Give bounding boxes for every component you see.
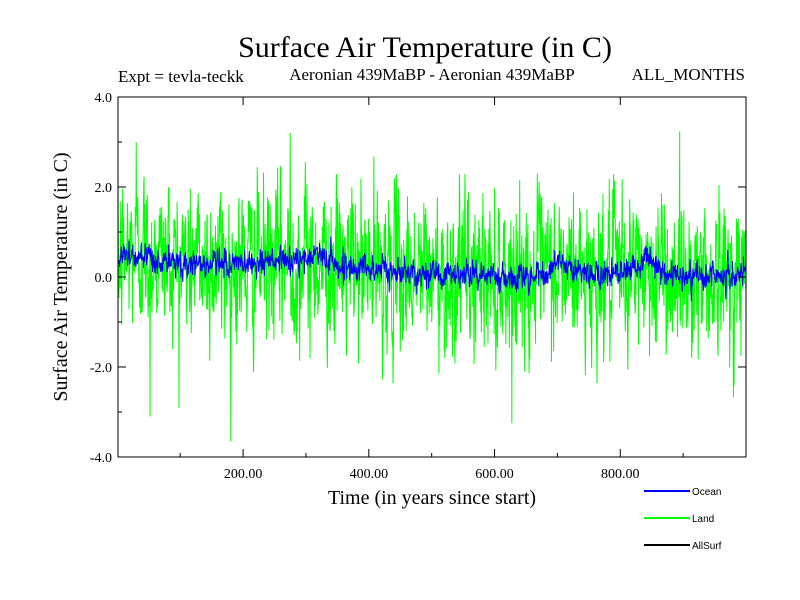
legend-label-allsurf: AllSurf — [692, 541, 722, 552]
x-tick-label: 200.00 — [224, 467, 263, 482]
legend: Ocean Land AllSurf — [644, 487, 722, 552]
subtitle-months: ALL_MONTHS — [632, 65, 745, 84]
line-ocean — [117, 236, 747, 302]
series-land — [117, 131, 747, 442]
legend-label-ocean: Ocean — [692, 487, 721, 498]
x-tick-label: 600.00 — [475, 467, 514, 482]
y-tick-label: 0.0 — [95, 271, 113, 286]
x-axis-ticks: 200.00 400.00 600.00 800.00 — [179, 97, 684, 482]
y-tick-label: 2.0 — [95, 181, 113, 196]
y-tick-label: -2.0 — [90, 361, 112, 376]
line-land — [117, 131, 747, 442]
y-tick-label: 4.0 — [95, 91, 113, 106]
plot-area — [117, 96, 747, 458]
subtitle-periods: Aeronian 439MaBP - Aeronian 439MaBP — [289, 65, 575, 84]
x-tick-label: 400.00 — [350, 467, 389, 482]
y-tick-label: -4.0 — [90, 451, 112, 466]
x-tick-label: 800.00 — [601, 467, 640, 482]
y-axis-ticks: -4.0 -2.0 0.0 2.0 4.0 — [90, 91, 746, 466]
legend-label-land: Land — [692, 514, 714, 525]
x-axis-label: Time (in years since start) — [328, 487, 536, 509]
series-ocean — [117, 236, 747, 302]
subtitle-experiment: Expt = tevla-teckk — [118, 67, 244, 86]
chart-title: Surface Air Temperature (in C) — [238, 31, 612, 64]
y-axis-label: Surface Air Temperature (in C) — [50, 152, 72, 401]
